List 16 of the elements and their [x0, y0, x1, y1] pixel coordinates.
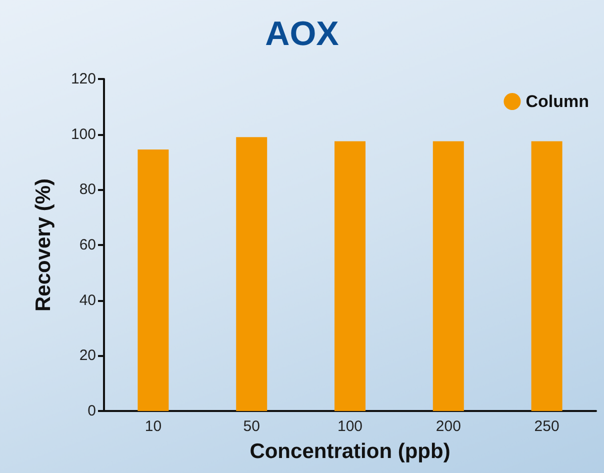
x-tick-label: 100 — [337, 418, 363, 435]
x-tick-label: 250 — [534, 418, 560, 435]
y-tick-label: 20 — [79, 347, 96, 364]
chart-title: AOX — [265, 15, 340, 53]
x-tick-label: 200 — [436, 418, 461, 435]
y-axis-title: Recovery (%) — [32, 178, 55, 312]
y-tick-label: 100 — [70, 126, 96, 143]
legend-label: Column — [526, 92, 590, 111]
y-tick-label: 40 — [79, 292, 96, 309]
y-tick-label: 120 — [70, 70, 96, 88]
y-tick-label: 0 — [88, 402, 96, 420]
y-tick-label: 80 — [79, 181, 96, 198]
y-tick-label: 60 — [79, 236, 96, 254]
x-tick-label: 10 — [144, 418, 162, 435]
x-axis-title: Concentration (ppb) — [250, 440, 450, 463]
x-tick-label: 50 — [243, 418, 260, 435]
